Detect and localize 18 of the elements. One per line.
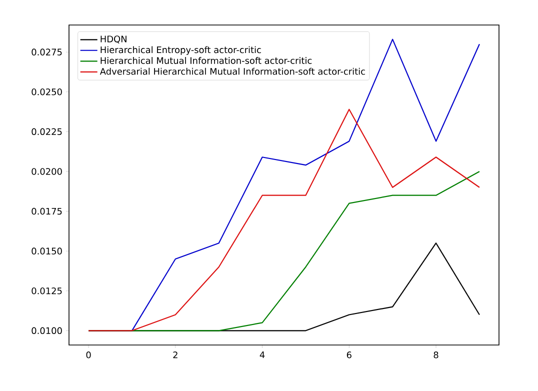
y-tick-label: 0.0100 (32, 327, 62, 334)
x-tick-label: 4 (260, 352, 265, 358)
x-tick-label: 0 (86, 352, 91, 358)
y-tick-label: 0.0275 (32, 48, 62, 56)
y-tick-label: 0.0175 (32, 208, 62, 215)
legend-label: Hierarchical Mutual Information-soft actor-critic (100, 57, 312, 64)
y-tick-label: 0.0125 (32, 287, 62, 294)
y-tick-label: 0.0200 (32, 168, 62, 175)
legend-label: Adversarial Hierarchical Mutual Information-soft actor-critic (100, 68, 365, 75)
y-tick-label: 0.0250 (32, 88, 62, 96)
x-tick-label: 2 (173, 352, 178, 358)
legend-label: Hierarchical Entropy-soft actor-critic (100, 46, 261, 55)
x-tick-label: 8 (434, 352, 438, 358)
y-tick-label: 0.0225 (32, 128, 62, 136)
legend-label: HDQN (100, 36, 126, 44)
x-tick-label: 6 (346, 352, 352, 358)
y-tick-label: 0.0150 (32, 248, 62, 254)
line-series (88, 108, 480, 332)
